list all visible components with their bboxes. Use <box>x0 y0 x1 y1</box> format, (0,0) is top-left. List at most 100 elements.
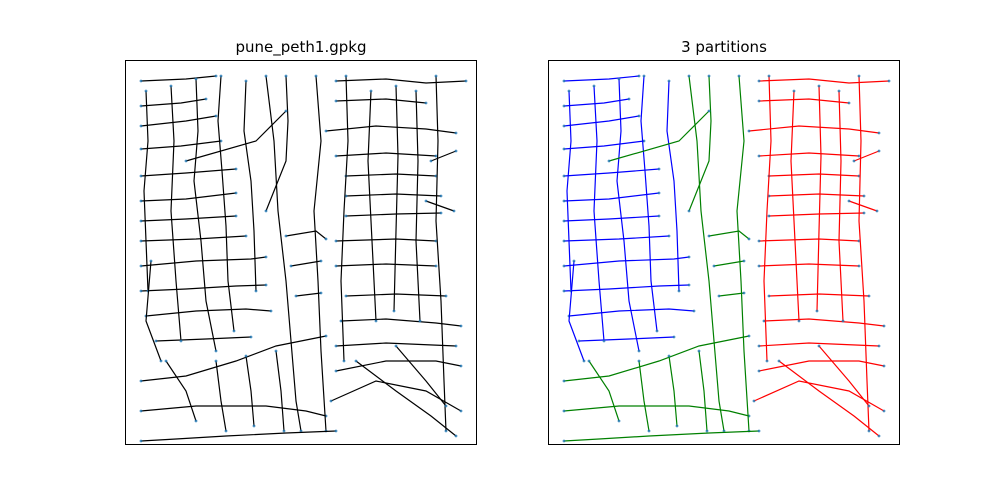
network-node-4-0 <box>139 174 143 178</box>
network-node-27-0 <box>284 234 288 238</box>
network-node-1-1 <box>204 97 208 101</box>
network-road-15 <box>217 75 235 332</box>
partition-node-14-1 <box>637 349 641 353</box>
network-node-35-1 <box>434 154 438 158</box>
network-node-37-1 <box>439 194 443 198</box>
partition-node-32-0 <box>757 79 761 83</box>
network-road-30 <box>313 75 327 432</box>
partition-node-4-0 <box>562 174 566 178</box>
network-node-13-0 <box>169 84 173 88</box>
network-node-49-0 <box>334 369 338 373</box>
network-road-34 <box>325 125 457 134</box>
network-road-10 <box>145 308 272 317</box>
partition-node-24-1 <box>647 429 651 433</box>
partition-node-4-1 <box>657 167 661 171</box>
network-node-15-1 <box>232 329 236 333</box>
network-node-14-0 <box>194 77 198 81</box>
partition-road-17 <box>568 260 585 362</box>
partition-road-5 <box>563 192 660 202</box>
network-road-37 <box>345 193 442 197</box>
partition-node-25-0 <box>667 354 671 358</box>
network-node-42-1 <box>459 324 463 328</box>
partition-node-45-1 <box>797 319 801 323</box>
network-node-33-1 <box>424 101 428 105</box>
partition-road-44 <box>763 75 772 362</box>
partition-node-8-0 <box>562 264 566 268</box>
network-node-54-0 <box>429 159 433 163</box>
partition-node-47-1 <box>841 319 845 323</box>
network-node-41-0 <box>344 294 348 298</box>
partition-node-54-0 <box>852 159 856 163</box>
network-road-28 <box>290 260 322 267</box>
partition-road-7 <box>563 235 670 242</box>
partition-node-52-0 <box>817 344 821 348</box>
network-node-7-0 <box>139 239 143 243</box>
network-node-51-0 <box>354 359 358 363</box>
partition-road-18 <box>688 75 725 432</box>
network-node-2-0 <box>139 124 143 128</box>
partition-road-22 <box>563 335 750 382</box>
network-node-34-0 <box>324 129 328 133</box>
network-road-0 <box>140 75 217 82</box>
network-node-39-0 <box>334 239 338 243</box>
network-node-29-1 <box>319 291 323 295</box>
network-road-6 <box>140 215 237 222</box>
partition-road-4 <box>563 168 660 177</box>
partition-node-51-0 <box>777 359 781 363</box>
network-node-38-0 <box>344 214 348 218</box>
network-road-53 <box>425 200 455 212</box>
network-node-24-1 <box>224 429 228 433</box>
network-node-0-0 <box>139 79 143 83</box>
network-node-31-1 <box>334 429 338 433</box>
partition-road-12 <box>566 90 572 292</box>
network-node-1-0 <box>139 104 143 108</box>
network-node-52-1 <box>444 404 448 408</box>
partition-node-26-1 <box>705 429 709 433</box>
partition-road-34 <box>748 125 880 134</box>
network-node-23-0 <box>139 409 143 413</box>
partition-node-38-0 <box>767 214 771 218</box>
partition-node-25-1 <box>675 424 679 428</box>
partition-road-39 <box>758 238 860 242</box>
road-network-svg <box>139 74 468 443</box>
partition-road-53 <box>848 200 878 212</box>
partition-road-15 <box>640 75 658 332</box>
network-road-23 <box>140 405 327 417</box>
network-road-44 <box>340 75 349 362</box>
partition-road-13 <box>593 85 605 342</box>
network-node-53-1 <box>452 209 456 213</box>
partition-node-7-0 <box>562 239 566 243</box>
network-node-53-0 <box>424 199 428 203</box>
network-node-34-1 <box>454 131 458 135</box>
network-node-19-1 <box>264 209 268 213</box>
partition-road-1 <box>563 98 630 107</box>
partition-node-29-1 <box>742 291 746 295</box>
partition-node-27-1 <box>747 237 751 241</box>
partition-road-21 <box>588 360 620 422</box>
network-road-21 <box>165 360 197 422</box>
network-node-27-1 <box>324 237 328 241</box>
network-road-36 <box>345 173 437 177</box>
network-node-33-0 <box>334 99 338 103</box>
partition-node-46-0 <box>817 84 821 88</box>
network-node-8-1 <box>264 255 268 259</box>
network-node-5-1 <box>234 191 238 195</box>
partition-road-14 <box>616 78 640 352</box>
partition-node-41-1 <box>867 294 871 298</box>
partition-node-49-1 <box>882 364 886 368</box>
partition-node-38-1 <box>862 211 866 215</box>
network-node-20-1 <box>284 109 288 113</box>
partition-node-31-1 <box>757 429 761 433</box>
network-road-31 <box>140 430 337 442</box>
partition-node-6-0 <box>562 219 566 223</box>
network-road-46 <box>393 85 399 312</box>
network-node-18-1 <box>299 429 303 433</box>
partition-road-0 <box>563 75 640 82</box>
partition-node-43-0 <box>757 344 761 348</box>
partition-node-5-0 <box>562 199 566 203</box>
network-node-11-1 <box>249 335 253 339</box>
network-node-17-0 <box>149 259 153 263</box>
partition-node-13-1 <box>602 339 606 343</box>
partition-node-34-0 <box>747 129 751 133</box>
network-node-2-1 <box>214 114 218 118</box>
